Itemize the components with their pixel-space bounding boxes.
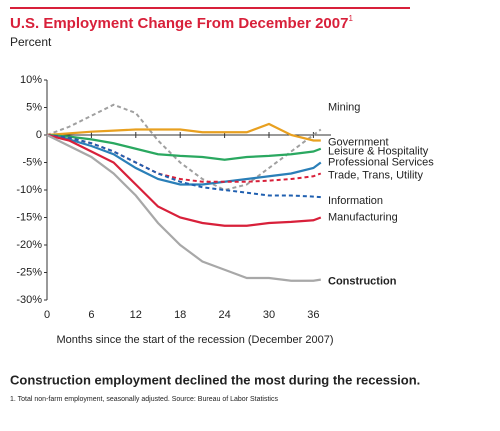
x-tick-label: 36: [307, 309, 319, 321]
series-line: [46, 103, 322, 192]
series-line: [46, 133, 322, 186]
series-line: [46, 134, 321, 282]
x-tick-label: 24: [218, 309, 230, 321]
series-label: Mining: [328, 101, 360, 113]
caption: Construction employment declined the mos…: [10, 372, 420, 387]
title-text: U.S. Employment Change From December 200…: [10, 15, 348, 32]
series-label: Government: [328, 136, 389, 148]
y-tick-label: -30%: [16, 294, 42, 306]
series-label: Construction: [328, 276, 397, 288]
series-label: Trade, Trans, Utility: [328, 169, 423, 181]
series-line: [46, 134, 321, 199]
y-tick-label: 5%: [26, 101, 42, 113]
y-tick-label: -5%: [22, 156, 42, 168]
x-tick-label: 6: [88, 309, 94, 321]
y-tick-label: -15%: [16, 211, 42, 223]
chart-title: U.S. Employment Change From December 200…: [10, 14, 353, 32]
series-line: [46, 122, 321, 142]
y-tick-label: -25%: [16, 266, 42, 278]
series-line: [46, 133, 322, 227]
x-tick-label: 12: [130, 309, 142, 321]
y-tick-label: 0: [36, 129, 42, 141]
y-tick-label: -20%: [16, 239, 42, 251]
y-tick-label: 10%: [20, 74, 42, 86]
subtitle: Percent: [10, 35, 52, 49]
x-tick-label: 0: [44, 309, 50, 321]
title-note: 1: [348, 14, 353, 23]
footnote: 1. Total non-farm employment, seasonally…: [10, 396, 278, 403]
y-tick-label: -10%: [16, 184, 42, 196]
series-line: [46, 133, 322, 161]
x-axis-label: Months since the start of the recession …: [57, 334, 334, 346]
x-tick-label: 30: [263, 309, 275, 321]
series-label: Professional Services: [328, 156, 434, 168]
x-tick-label: 18: [174, 309, 186, 321]
series-label: Leisure & Hospitality: [328, 146, 429, 158]
series-label: Manufacturing: [328, 211, 398, 223]
series-label: Information: [328, 195, 383, 207]
